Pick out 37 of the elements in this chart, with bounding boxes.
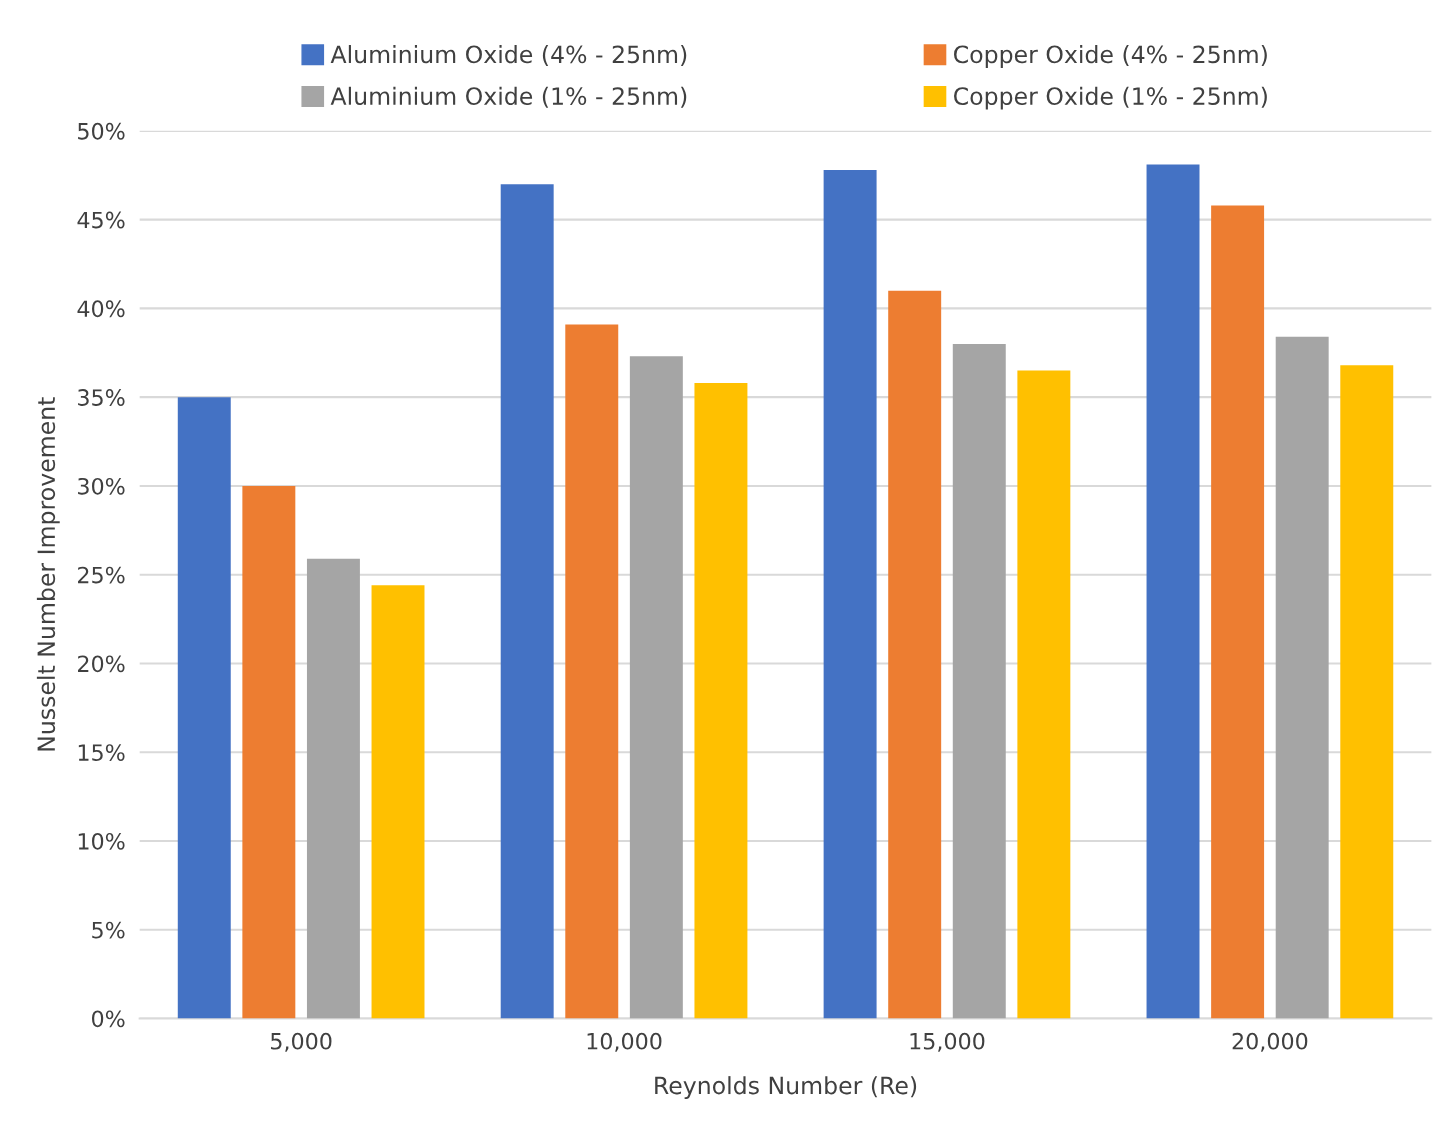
legend-label: Copper Oxide (1% - 25nm): [954, 86, 1267, 110]
y-tick-label: 10%: [78, 832, 125, 850]
bar: [371, 585, 425, 1019]
bar: [1146, 164, 1200, 1019]
bar: [1340, 365, 1394, 1019]
bar: [694, 382, 748, 1019]
bar: [177, 397, 231, 1019]
y-tick-label: 15%: [78, 744, 125, 761]
bar: [1275, 336, 1329, 1019]
y-tick-label: 30%: [78, 477, 125, 495]
y-tick-label: 0%: [92, 1010, 125, 1028]
x-tick-label: 10,000: [587, 1032, 662, 1052]
bar: [500, 184, 554, 1019]
x-axis-title: Reynolds Number (Re): [655, 1076, 917, 1099]
bar: [823, 169, 877, 1019]
bar: [306, 558, 360, 1019]
legend-label: Aluminium Oxide (4% - 25nm): [330, 45, 687, 67]
y-tick-label: 35%: [78, 389, 125, 406]
y-tick-label: 20%: [78, 655, 125, 673]
bar: [1017, 370, 1071, 1019]
bar: [1211, 205, 1265, 1019]
y-axis-title: Nusselt Number Improvement: [36, 397, 60, 751]
y-tick-label: 45%: [77, 211, 125, 229]
y-tick-label: 25%: [78, 566, 125, 584]
legend-label: Aluminium Oxide (1% - 25nm): [330, 86, 687, 108]
y-tick-label: 40%: [77, 300, 125, 318]
bar: [952, 343, 1006, 1019]
bar: [242, 485, 296, 1019]
bar: [565, 324, 619, 1019]
y-tick-label: 5%: [92, 921, 125, 939]
x-tick-label: 20,000: [1232, 1032, 1308, 1052]
y-tick-label: 50%: [78, 122, 125, 140]
x-tick-label: 15,000: [910, 1032, 985, 1052]
x-tick-label: 5,000: [271, 1032, 332, 1052]
legend-label: Copper Oxide (4% - 25nm): [954, 45, 1267, 68]
bar: [629, 356, 683, 1019]
bar: [888, 290, 942, 1019]
